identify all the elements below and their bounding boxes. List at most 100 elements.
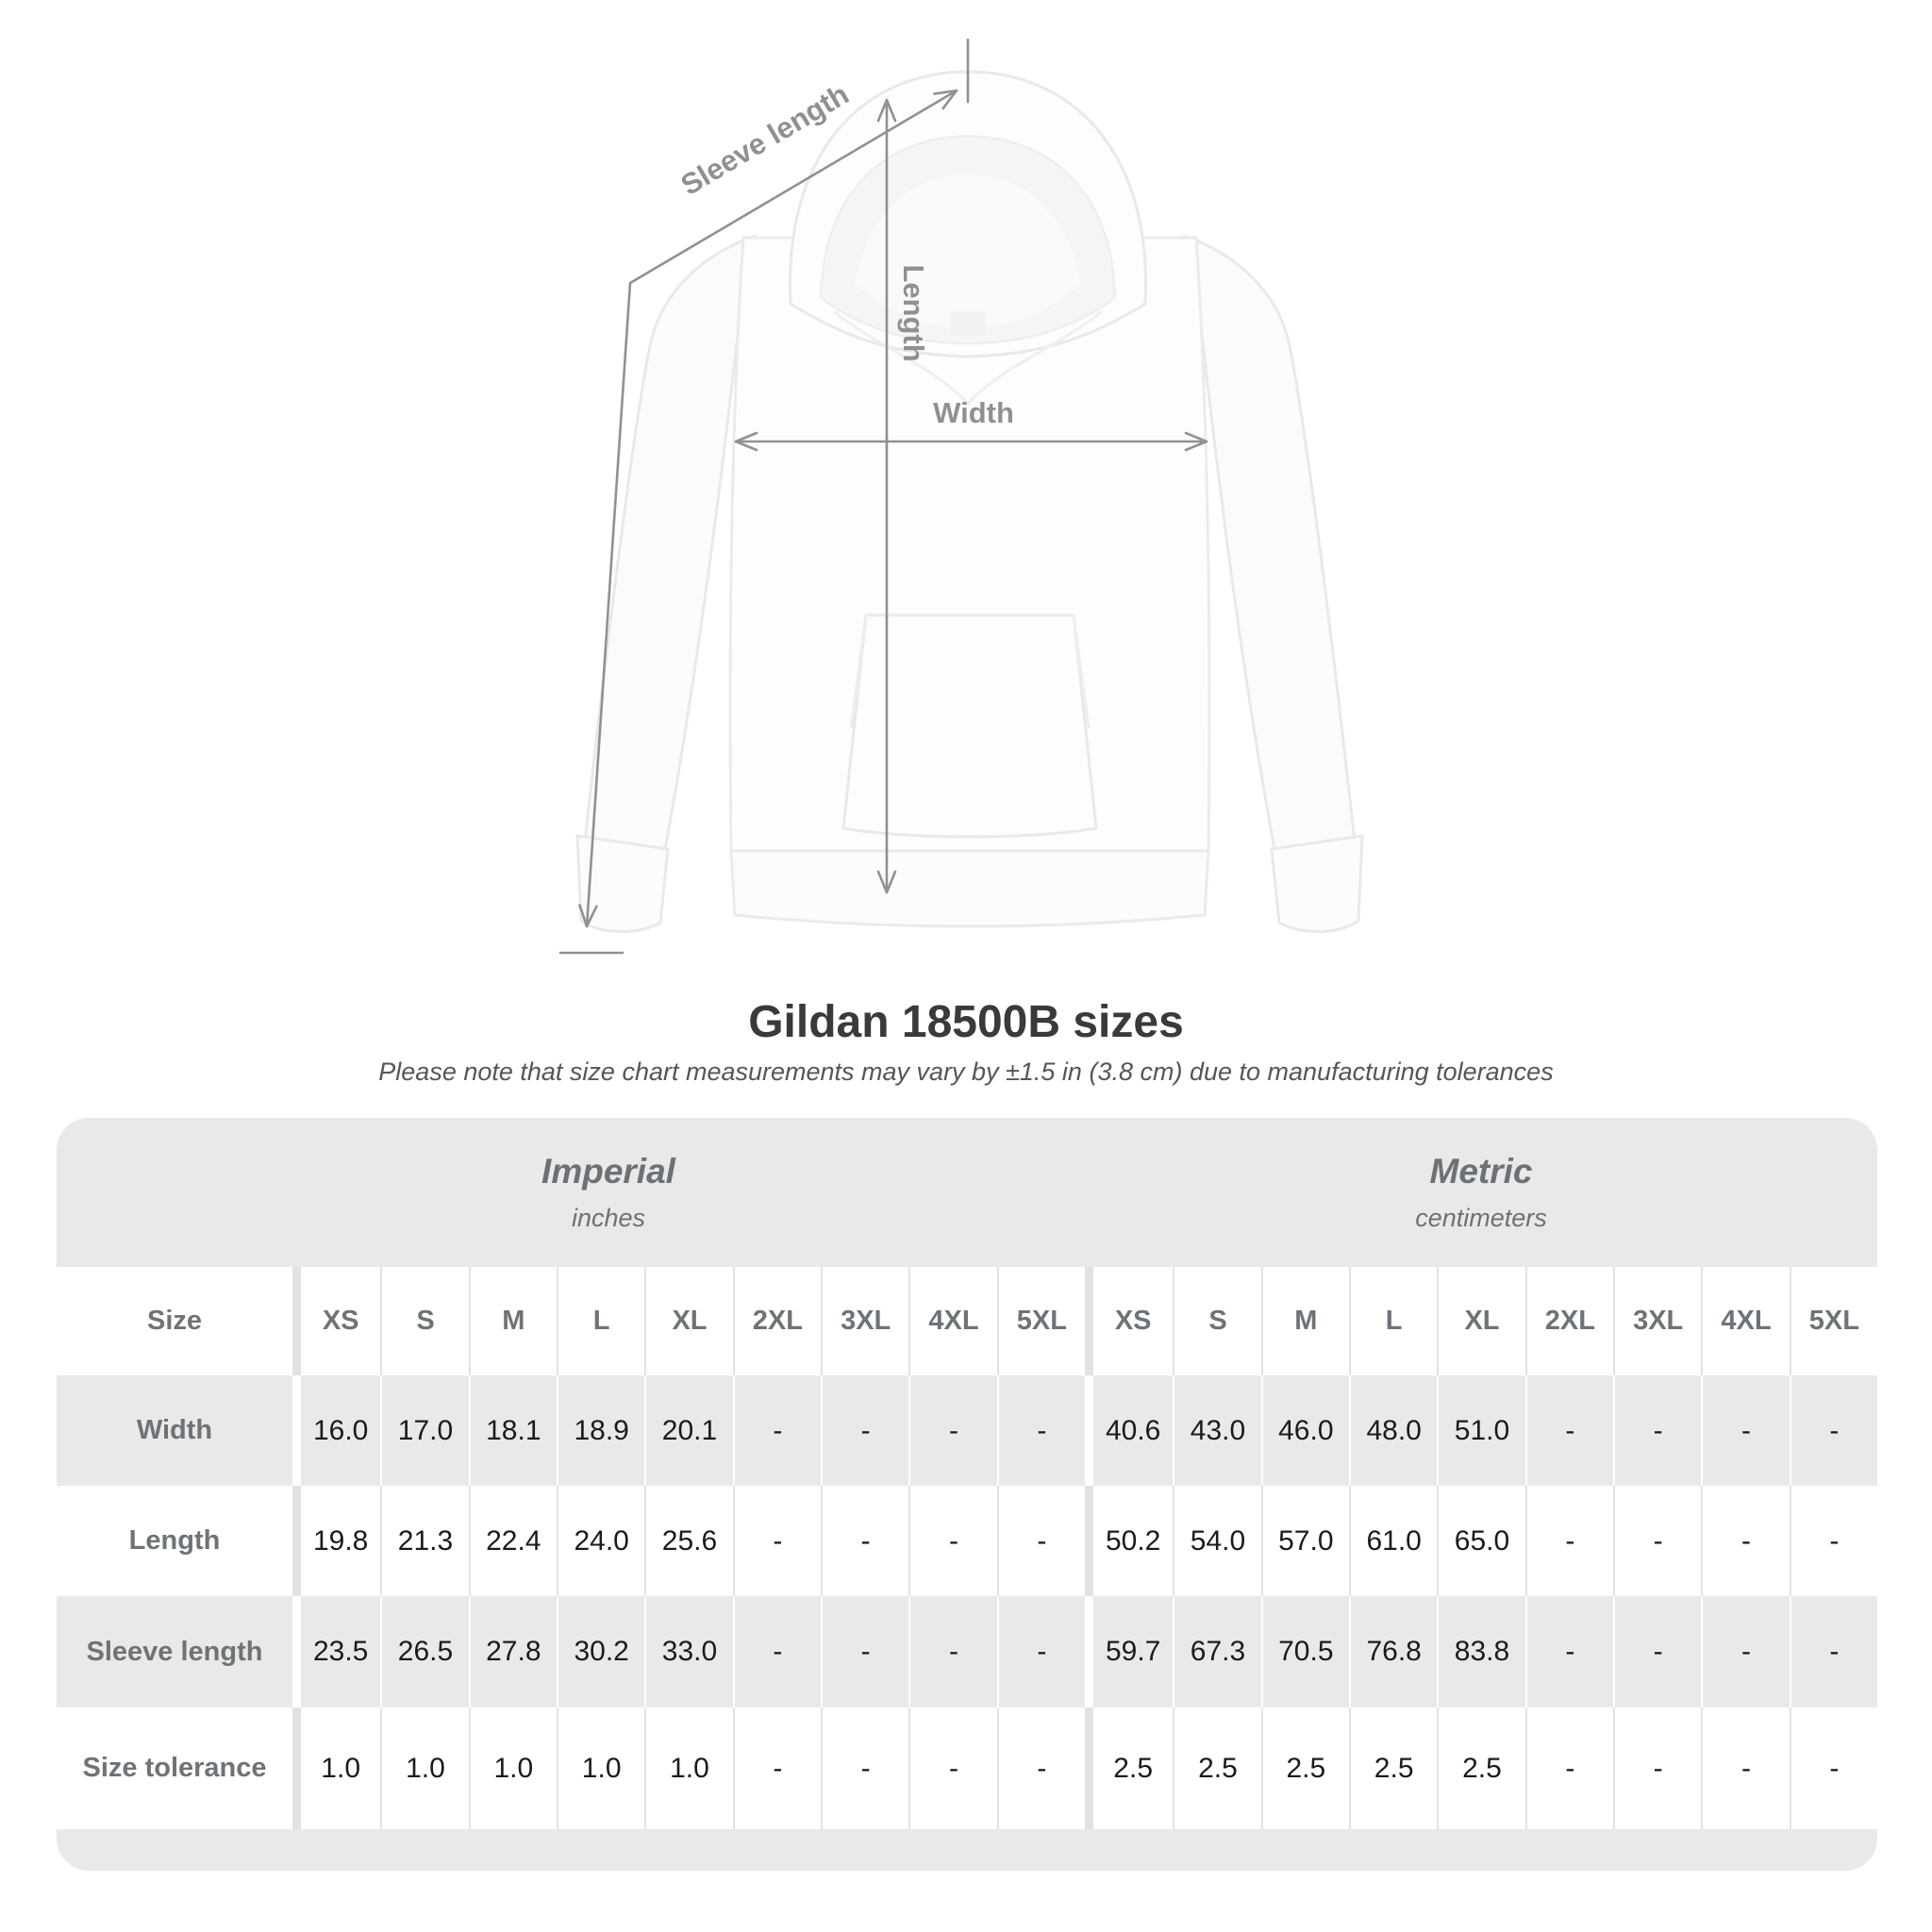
value-cell: - <box>1613 1375 1702 1486</box>
hoodie-illustration <box>575 70 1364 933</box>
hoodie-left-cuff <box>575 834 670 933</box>
value-cell: 50.2 <box>1085 1486 1173 1596</box>
length-arrowhead-top <box>876 98 897 123</box>
value-cell: - <box>1701 1375 1790 1486</box>
table-row-width: Width 16.0 17.0 18.1 18.9 20.1 - - - - 4… <box>57 1375 1877 1486</box>
value-cell: - <box>732 1596 821 1707</box>
value-cell: 51.0 <box>1437 1375 1525 1486</box>
value-cell: - <box>821 1707 908 1829</box>
metric-section-header: Metric centimeters <box>1085 1118 1877 1267</box>
hoodie-right-sleeve <box>1183 233 1357 857</box>
value-cell: 61.0 <box>1349 1486 1437 1596</box>
value-cell: 23.5 <box>292 1596 381 1707</box>
hoodie-right-cuff <box>1270 834 1364 933</box>
size-col-header: XS <box>1085 1267 1173 1375</box>
table-row-sleeve-length: Sleeve length 23.5 26.5 27.8 30.2 33.0 -… <box>57 1596 1877 1707</box>
imperial-unit: inches <box>571 1204 646 1232</box>
value-cell: 33.0 <box>644 1596 733 1707</box>
value-cell: 18.1 <box>468 1375 557 1486</box>
value-cell: - <box>1524 1596 1613 1707</box>
value-cell: - <box>1524 1375 1613 1486</box>
value-cell: - <box>908 1596 997 1707</box>
value-cell: 20.1 <box>644 1375 733 1486</box>
size-col-header: L <box>1349 1267 1437 1375</box>
value-cell: - <box>1701 1707 1789 1829</box>
size-col-header: 4XL <box>1701 1267 1789 1375</box>
value-cell: 22.4 <box>468 1486 557 1596</box>
sleeve-length-arrow <box>585 89 958 928</box>
value-cell: - <box>1613 1486 1701 1596</box>
value-cell: - <box>1524 1486 1613 1596</box>
value-cell: 30.2 <box>557 1596 645 1707</box>
value-cell: 2.5 <box>1349 1707 1437 1829</box>
value-cell: - <box>996 1375 1085 1486</box>
value-cell: 18.9 <box>557 1375 645 1486</box>
value-cell: - <box>821 1486 908 1596</box>
value-cell: 21.3 <box>380 1486 468 1596</box>
size-col-header: 4XL <box>908 1267 996 1375</box>
length-arrowhead-bottom <box>876 870 897 894</box>
value-cell: 16.0 <box>292 1375 381 1486</box>
metric-unit: centimeters <box>1415 1204 1547 1232</box>
width-arrowhead-left <box>734 431 758 452</box>
hoodie-pocket <box>841 613 1098 839</box>
value-cell: 59.7 <box>1085 1596 1174 1707</box>
value-cell: 2.5 <box>1173 1707 1260 1829</box>
size-col-header: XS <box>292 1267 380 1375</box>
hoodie-v-seam <box>833 309 1103 407</box>
value-cell: 2.5 <box>1437 1707 1524 1829</box>
value-cell: - <box>996 1707 1085 1829</box>
value-cell: - <box>821 1596 909 1707</box>
sleeve-arrowhead-bottom <box>578 904 598 928</box>
value-cell: 2.5 <box>1085 1707 1173 1829</box>
table-row-length: Length 19.8 21.3 22.4 24.0 25.6 - - - - … <box>57 1486 1877 1596</box>
size-col-header: 5XL <box>996 1267 1085 1375</box>
value-cell: 17.0 <box>380 1375 469 1486</box>
size-col-header: 5XL <box>1789 1267 1877 1375</box>
value-cell: - <box>1789 1486 1877 1596</box>
value-cell: 26.5 <box>380 1596 469 1707</box>
value-cell: 24.0 <box>557 1486 644 1596</box>
value-cell: - <box>732 1486 821 1596</box>
value-cell: 48.0 <box>1349 1375 1438 1486</box>
tolerance-note: Please note that size chart measurements… <box>378 1058 1554 1086</box>
value-cell: 65.0 <box>1437 1486 1524 1596</box>
value-cell: 43.0 <box>1173 1375 1261 1486</box>
value-cell: - <box>908 1375 997 1486</box>
unit-section-band: Imperial inches Metric centimeters <box>57 1118 1877 1267</box>
value-cell: 57.0 <box>1260 1486 1349 1596</box>
size-col-header: M <box>1260 1267 1349 1375</box>
value-cell: 54.0 <box>1173 1486 1260 1596</box>
value-cell: 70.5 <box>1260 1596 1349 1707</box>
size-col-header: 2XL <box>1524 1267 1613 1375</box>
value-cell: 1.0 <box>557 1707 644 1829</box>
value-cell: - <box>908 1707 996 1829</box>
value-cell: 76.8 <box>1349 1596 1438 1707</box>
size-table: Imperial inches Metric centimeters Size … <box>57 1118 1877 1871</box>
size-col-header: 2XL <box>732 1267 821 1375</box>
row-label: Width <box>57 1375 292 1486</box>
value-cell: - <box>1789 1707 1877 1829</box>
row-label: Length <box>128 1525 221 1556</box>
value-cell: - <box>996 1596 1085 1707</box>
size-col-header: L <box>557 1267 644 1375</box>
value-cell: 1.0 <box>644 1707 732 1829</box>
value-cell: 25.6 <box>644 1486 732 1596</box>
value-cell: - <box>1789 1375 1877 1486</box>
value-cell: 67.3 <box>1173 1596 1261 1707</box>
value-cell: - <box>1701 1596 1790 1707</box>
page-title: Gildan 18500B sizes <box>748 997 1184 1047</box>
width-label: Width <box>933 396 1014 429</box>
value-cell: 1.0 <box>380 1707 468 1829</box>
size-col-header: XL <box>1437 1267 1524 1375</box>
size-row-label: Size <box>146 1306 203 1336</box>
value-cell: - <box>1613 1707 1701 1829</box>
value-cell: 40.6 <box>1085 1375 1174 1486</box>
value-cell: 2.5 <box>1260 1707 1349 1829</box>
size-col-header: S <box>380 1267 468 1375</box>
value-cell: - <box>996 1486 1085 1596</box>
hoodie-measurement-diagram: Sleeve length Length Width <box>558 38 1364 955</box>
value-cell: - <box>1613 1596 1702 1707</box>
size-col-header: M <box>468 1267 557 1375</box>
row-label: Size tolerance <box>82 1753 267 1783</box>
